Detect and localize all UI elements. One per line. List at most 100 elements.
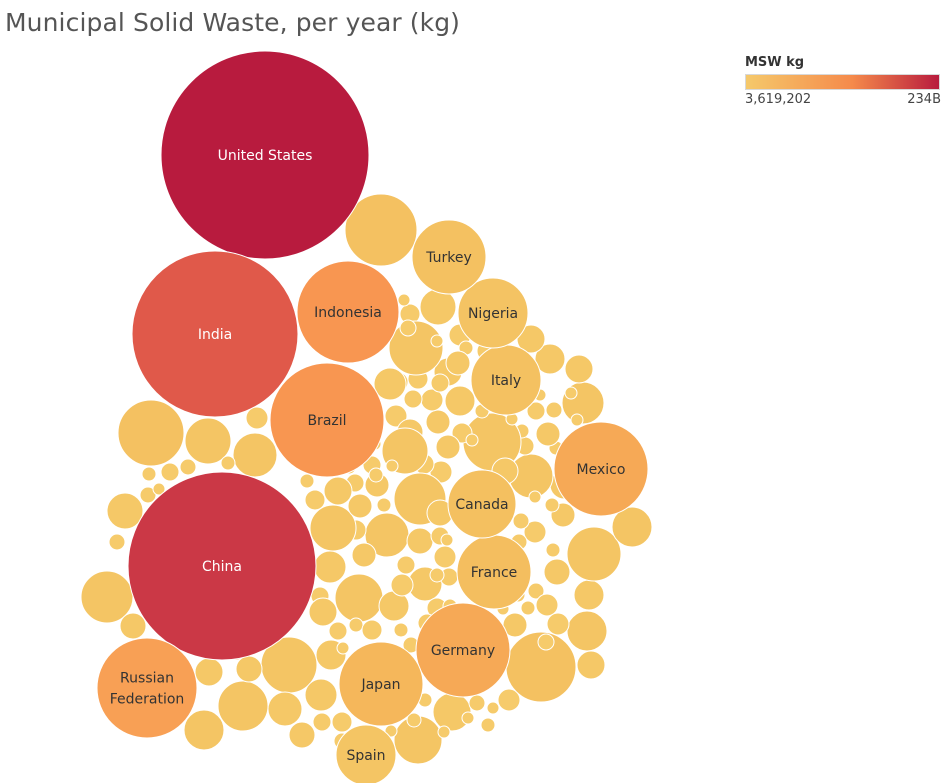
bubble-unlabeled[interactable] [141, 466, 157, 482]
bubble-unlabeled[interactable] [304, 489, 326, 511]
bubble-unlabeled[interactable] [425, 409, 451, 435]
bubble-russian-federation[interactable] [96, 637, 198, 739]
bubble-unlabeled[interactable] [299, 473, 315, 489]
bubble-unlabeled[interactable] [217, 680, 269, 732]
bubble-mexico[interactable] [553, 421, 649, 517]
bubble-unlabeled[interactable] [430, 334, 444, 348]
bubble-unlabeled[interactable] [361, 619, 383, 641]
bubble-unlabeled[interactable] [117, 399, 185, 467]
bubble-unlabeled[interactable] [546, 612, 570, 636]
bubble-unlabeled[interactable] [384, 404, 408, 428]
bubble-unlabeled[interactable] [399, 319, 417, 337]
bubble-unlabeled[interactable] [432, 692, 472, 732]
bubble-unlabeled[interactable] [437, 725, 451, 739]
bubble-indonesia[interactable] [296, 260, 400, 364]
bubble-unlabeled[interactable] [388, 320, 444, 376]
bubble-unlabeled[interactable] [194, 657, 224, 687]
bubble-unlabeled[interactable] [393, 622, 409, 638]
bubble-unlabeled[interactable] [312, 712, 332, 732]
bubble-unlabeled[interactable] [535, 421, 561, 447]
bubble-unlabeled[interactable] [468, 694, 486, 712]
bubble-unlabeled[interactable] [108, 533, 126, 551]
bubble-unlabeled[interactable] [232, 432, 278, 478]
bubble-unlabeled[interactable] [347, 493, 373, 519]
bubble-unlabeled[interactable] [406, 527, 434, 555]
bubble-unlabeled[interactable] [390, 573, 414, 597]
bubble-unlabeled[interactable] [526, 401, 546, 421]
bubble-unlabeled[interactable] [527, 582, 545, 600]
bubble-unlabeled[interactable] [331, 711, 353, 733]
bubble-unlabeled[interactable] [528, 490, 542, 504]
bubble-unlabeled[interactable] [534, 343, 566, 375]
bubble-unlabeled[interactable] [480, 717, 496, 733]
bubble-unlabeled[interactable] [323, 476, 353, 506]
bubble-unlabeled[interactable] [573, 579, 605, 611]
bubble-unlabeled[interactable] [543, 558, 571, 586]
bubble-china[interactable] [127, 471, 317, 661]
bubble-nigeria[interactable] [457, 277, 529, 349]
bubble-unlabeled[interactable] [348, 617, 364, 633]
bubble-unlabeled[interactable] [440, 533, 454, 547]
bubble-united-states[interactable] [160, 50, 370, 260]
bubble-unlabeled[interactable] [288, 721, 316, 749]
bubble-unlabeled[interactable] [245, 406, 269, 430]
bubble-unlabeled[interactable] [119, 612, 147, 640]
bubble-unlabeled[interactable] [512, 512, 530, 530]
bubble-unlabeled[interactable] [304, 678, 338, 712]
bubble-unlabeled[interactable] [429, 567, 445, 583]
bubble-unlabeled[interactable] [235, 655, 263, 683]
bubble-unlabeled[interactable] [545, 542, 561, 558]
bubble-japan[interactable] [338, 641, 424, 727]
bubble-unlabeled[interactable] [611, 506, 653, 548]
bubble-unlabeled[interactable] [520, 600, 536, 616]
bubble-unlabeled[interactable] [444, 385, 476, 417]
bubble-unlabeled[interactable] [334, 573, 384, 623]
bubble-unlabeled[interactable] [385, 459, 399, 473]
bubble-unlabeled[interactable] [351, 542, 377, 568]
bubble-unlabeled[interactable] [545, 401, 563, 419]
bubble-unlabeled[interactable] [183, 709, 225, 751]
bubble-unlabeled[interactable] [267, 691, 303, 727]
bubble-unlabeled[interactable] [179, 458, 197, 476]
bubble-unlabeled[interactable] [308, 597, 338, 627]
bubble-unlabeled[interactable] [139, 486, 157, 504]
bubble-unlabeled[interactable] [220, 455, 236, 471]
bubble-unlabeled[interactable] [336, 641, 350, 655]
bubble-unlabeled[interactable] [403, 389, 423, 409]
bubble-unlabeled[interactable] [435, 434, 461, 460]
bubble-unlabeled[interactable] [397, 293, 411, 307]
bubble-unlabeled[interactable] [570, 413, 584, 427]
bubble-unlabeled[interactable] [576, 650, 606, 680]
bubble-unlabeled[interactable] [537, 633, 555, 651]
bubble-unlabeled[interactable] [486, 701, 500, 715]
bubble-india[interactable] [131, 250, 299, 418]
bubble-unlabeled[interactable] [535, 593, 559, 617]
bubble-spain[interactable] [335, 724, 397, 783]
bubble-unlabeled[interactable] [313, 550, 347, 584]
bubble-unlabeled[interactable] [328, 621, 348, 641]
bubble-unlabeled[interactable] [564, 354, 594, 384]
bubble-turkey[interactable] [411, 219, 487, 295]
bubble-unlabeled[interactable] [344, 193, 418, 267]
bubble-unlabeled[interactable] [523, 520, 547, 544]
bubble-unlabeled[interactable] [184, 417, 232, 465]
bubble-unlabeled[interactable] [433, 545, 457, 569]
bubble-unlabeled[interactable] [445, 350, 471, 376]
bubble-unlabeled[interactable] [564, 386, 578, 400]
bubble-unlabeled[interactable] [566, 526, 622, 582]
bubble-unlabeled[interactable] [465, 433, 479, 447]
bubble-unlabeled[interactable] [376, 497, 392, 513]
bubble-unlabeled[interactable] [368, 467, 384, 483]
bubble-unlabeled[interactable] [160, 462, 180, 482]
bubble-unlabeled[interactable] [152, 482, 166, 496]
bubble-germany[interactable] [415, 602, 511, 698]
bubble-canada[interactable] [447, 469, 517, 539]
bubble-unlabeled[interactable] [430, 373, 450, 393]
bubble-brazil[interactable] [269, 362, 385, 478]
bubble-unlabeled[interactable] [544, 497, 560, 513]
bubble-unlabeled[interactable] [566, 610, 608, 652]
bubble-unlabeled[interactable] [406, 712, 422, 728]
bubble-unlabeled[interactable] [497, 688, 521, 712]
bubble-unlabeled[interactable] [461, 711, 475, 725]
bubble-unlabeled[interactable] [373, 367, 407, 401]
